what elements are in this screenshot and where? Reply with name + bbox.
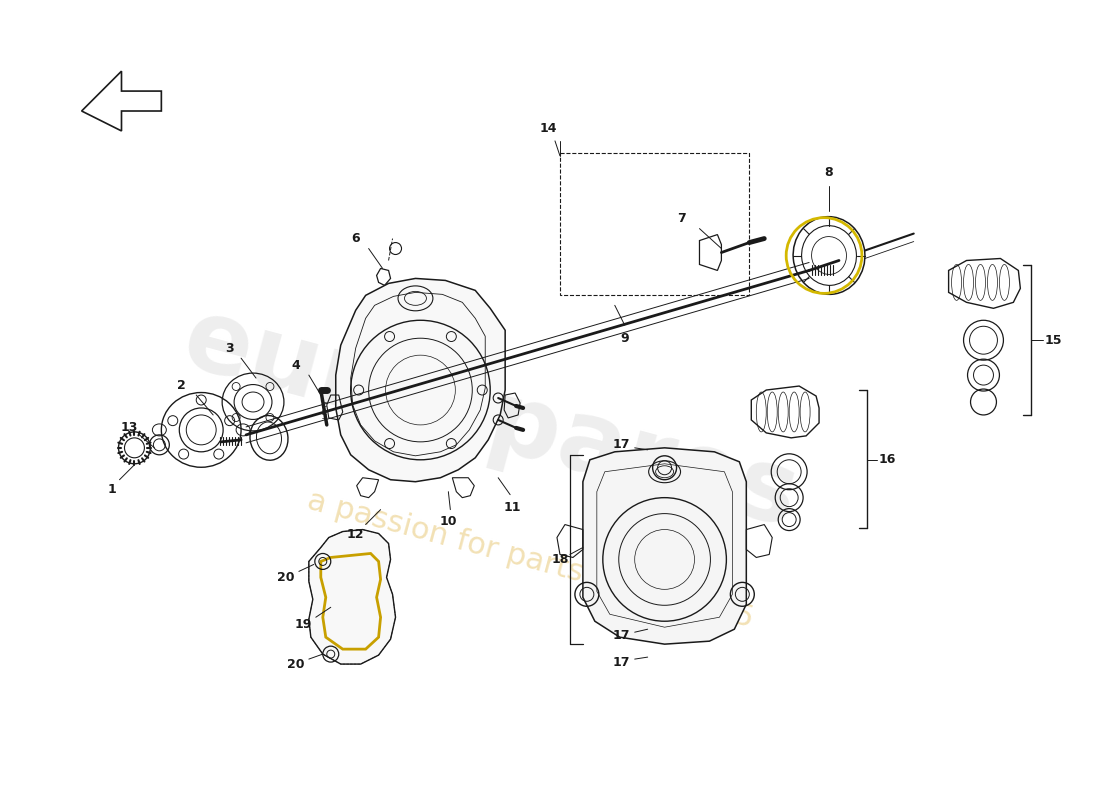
Text: 7: 7 <box>678 212 686 225</box>
Text: 8: 8 <box>825 166 834 179</box>
Text: 9: 9 <box>620 332 629 345</box>
Text: 17: 17 <box>613 438 630 451</box>
Text: 11: 11 <box>504 501 521 514</box>
Polygon shape <box>309 530 396 664</box>
Text: 1: 1 <box>107 483 116 496</box>
Text: 20: 20 <box>277 571 295 584</box>
Text: 20: 20 <box>287 658 305 670</box>
Text: 19: 19 <box>294 618 311 630</box>
Text: eurospares: eurospares <box>173 291 808 549</box>
Text: 6: 6 <box>351 232 360 245</box>
Text: 18: 18 <box>551 553 569 566</box>
Text: 16: 16 <box>878 454 895 466</box>
Text: 4: 4 <box>292 358 300 372</box>
Polygon shape <box>583 448 746 644</box>
Text: 15: 15 <box>1045 334 1062 346</box>
Text: a passion for parts since 1985: a passion for parts since 1985 <box>304 486 757 633</box>
Polygon shape <box>336 278 505 482</box>
Text: 10: 10 <box>440 515 458 528</box>
Text: 14: 14 <box>539 122 557 135</box>
Text: 17: 17 <box>613 655 630 669</box>
Text: 17: 17 <box>613 629 630 642</box>
Text: 12: 12 <box>346 528 364 541</box>
Text: 2: 2 <box>177 378 186 391</box>
Text: 3: 3 <box>224 342 233 354</box>
Text: 13: 13 <box>121 422 139 434</box>
